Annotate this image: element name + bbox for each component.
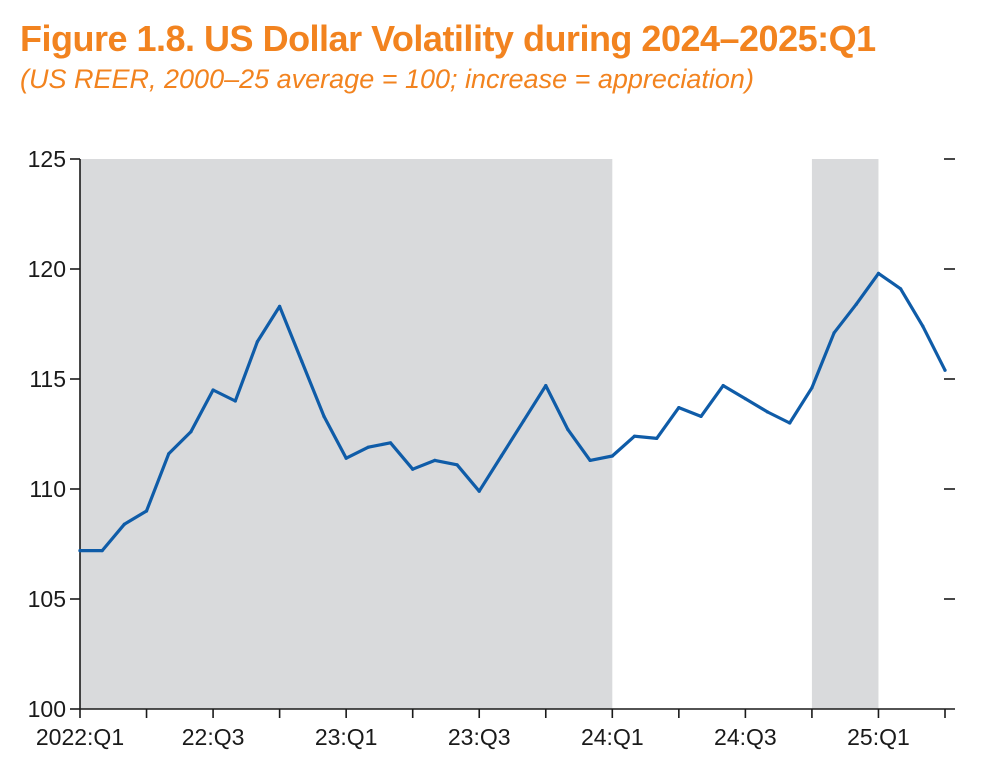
y-axis-tick-labels: 100 105 110 115 120 125 xyxy=(28,146,66,722)
data-point-33 xyxy=(810,386,814,390)
data-point-14 xyxy=(388,441,393,445)
data-point-25 xyxy=(632,434,637,438)
x-axis-tick-labels: 2022:Q1 22:Q3 23:Q1 23:Q3 24:Q1 24:Q3 25:Q1 xyxy=(36,724,910,750)
data-point-20 xyxy=(521,419,526,423)
y-tick-label-105: 105 xyxy=(28,586,66,612)
data-point-32 xyxy=(788,421,792,425)
y-tick-label-115: 115 xyxy=(29,366,66,392)
data-point-36 xyxy=(876,271,881,275)
x-tick-label-5: 24:Q3 xyxy=(714,724,777,750)
data-point-26 xyxy=(655,436,659,440)
x-tick-label-4: 24:Q1 xyxy=(581,724,644,750)
shaded-period-2 xyxy=(811,159,879,709)
x-tick-label-3: 23:Q3 xyxy=(448,724,511,750)
y-tick-label-100: 100 xyxy=(28,696,66,722)
data-point-17 xyxy=(455,463,459,467)
x-tick-label-2: 23:Q1 xyxy=(315,724,378,750)
data-point-6 xyxy=(211,388,215,392)
data-point-27 xyxy=(677,406,681,410)
data-point-2 xyxy=(122,522,126,526)
data-point-1 xyxy=(100,549,104,553)
data-point-38 xyxy=(921,324,925,328)
data-point-22 xyxy=(566,428,570,432)
y-tick-label-125: 125 xyxy=(28,146,66,172)
data-point-37 xyxy=(899,287,903,291)
y-tick-label-110: 110 xyxy=(29,476,66,502)
data-point-15 xyxy=(411,467,415,471)
data-point-3 xyxy=(144,509,149,513)
y-tick-label-120: 120 xyxy=(28,256,66,282)
data-point-10 xyxy=(300,359,304,363)
data-point-21 xyxy=(544,384,548,388)
data-point-18 xyxy=(477,489,481,493)
data-point-34 xyxy=(832,331,836,335)
x-tick-label-0: 2022:Q1 xyxy=(36,724,124,750)
data-point-11 xyxy=(322,414,326,418)
data-point-0 xyxy=(78,549,82,553)
data-point-28 xyxy=(699,414,703,418)
data-point-16 xyxy=(433,458,437,462)
data-point-12 xyxy=(344,456,348,460)
shaded-period-1 xyxy=(80,159,613,709)
series-line-1 xyxy=(78,271,947,553)
data-point-23 xyxy=(588,458,592,462)
data-point-29 xyxy=(721,384,725,388)
data-point-30 xyxy=(743,397,747,401)
data-point-5 xyxy=(189,430,193,434)
data-point-35 xyxy=(854,302,858,306)
chart-subtitle: (US REER, 2000–25 average = 100; increas… xyxy=(20,64,754,94)
data-point-7 xyxy=(233,399,237,403)
x-tick-label-6: 25:Q1 xyxy=(847,724,910,750)
data-point-8 xyxy=(255,340,260,344)
data-series xyxy=(78,271,947,553)
data-point-31 xyxy=(765,410,770,414)
x-tick-label-1: 22:Q3 xyxy=(182,724,245,750)
data-point-13 xyxy=(366,445,370,449)
data-point-4 xyxy=(167,452,171,456)
axes xyxy=(70,158,955,718)
data-point-19 xyxy=(499,454,504,458)
shaded-periods xyxy=(80,159,879,709)
data-point-39 xyxy=(943,368,947,372)
data-point-9 xyxy=(278,304,282,308)
chart-title: Figure 1.8. US Dollar Volatility during … xyxy=(20,18,876,59)
data-point-24 xyxy=(610,454,614,458)
